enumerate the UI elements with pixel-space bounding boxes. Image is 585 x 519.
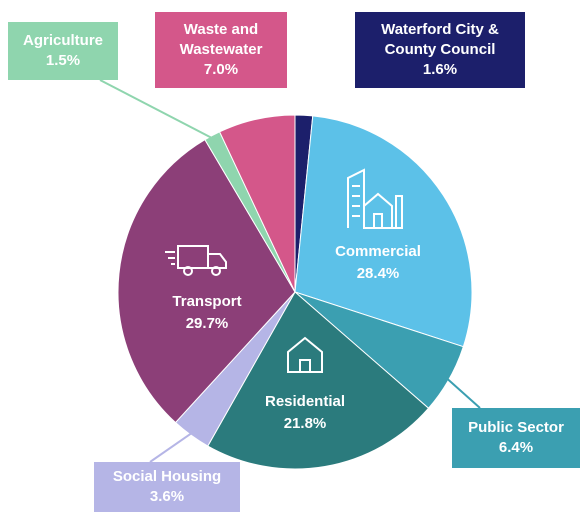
callout-value: 6.4% xyxy=(498,439,534,456)
callout-box: Waste and Wastewater 7.0% xyxy=(155,12,287,88)
slice-value: 29.7% xyxy=(186,315,229,332)
callout-label: Social Housing xyxy=(112,468,222,485)
pie-slice xyxy=(218,114,296,293)
callout-value: 7.0% xyxy=(203,61,239,78)
callout-box: Waterford City & County Council 1.6% xyxy=(355,12,525,88)
leader-line xyxy=(99,79,215,140)
leader-line xyxy=(149,431,194,463)
callout-label: Public Sector xyxy=(468,419,564,436)
pie-slice xyxy=(207,291,430,470)
house-icon xyxy=(287,336,323,373)
truck-wheel xyxy=(183,266,193,276)
callout-value: 3.6% xyxy=(149,488,185,505)
callout-box: Agriculture 1.5% xyxy=(8,22,118,80)
building-icon xyxy=(347,168,403,229)
leader-line xyxy=(444,376,481,409)
slice-label: Residential xyxy=(265,393,345,410)
pie-slice xyxy=(294,115,473,348)
callout-value: 1.5% xyxy=(45,52,81,69)
slice-value: 21.8% xyxy=(284,415,327,432)
pie-slice xyxy=(117,138,296,424)
slice-value: 28.4% xyxy=(357,265,400,282)
callout-box: Social Housing 3.6% xyxy=(94,462,240,512)
callout-label: Waterford City & County Council xyxy=(381,21,499,58)
truck-wheel xyxy=(211,266,221,276)
callout-label: Waste and Wastewater xyxy=(179,21,263,58)
callout-value: 1.6% xyxy=(422,61,458,78)
callout-label: Agriculture xyxy=(22,32,103,49)
slice-label: Transport xyxy=(172,293,241,310)
slice-label: Commercial xyxy=(335,243,421,260)
truck-icon xyxy=(165,245,227,269)
callout-box: Public Sector 6.4% xyxy=(452,408,580,468)
